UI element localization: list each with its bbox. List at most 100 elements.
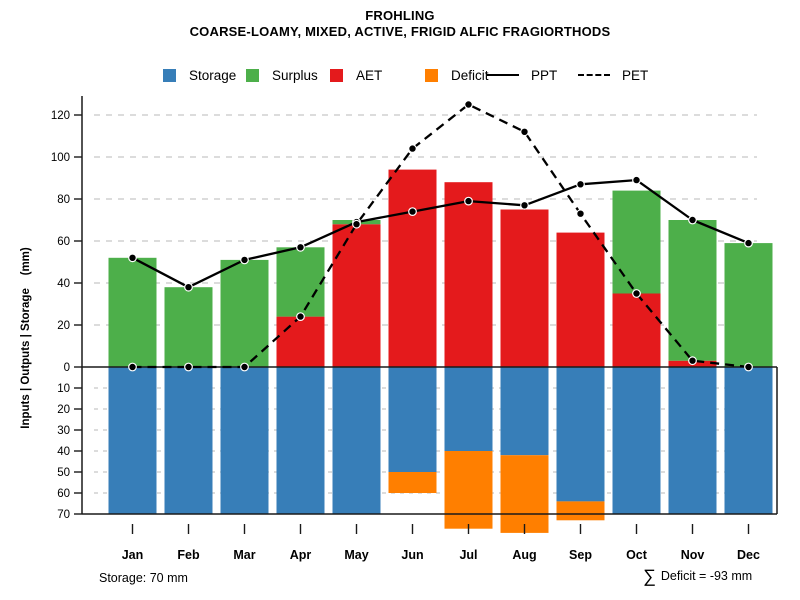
pet-line: [132, 103, 749, 369]
ppt-point-Oct: [632, 175, 641, 185]
month-label-Mar: Mar: [233, 548, 255, 562]
month-label-Apr: Apr: [290, 548, 312, 562]
bar-deficit-Aug: [500, 455, 549, 533]
legend-item-surplus: Surplus: [246, 67, 318, 83]
bar-storage-Sep: [556, 367, 605, 502]
deficit-swatch-icon: [425, 68, 438, 82]
bar-aet-Sep: [556, 232, 605, 367]
pet-point-Mar: [240, 362, 249, 372]
month-label-Jan: Jan: [122, 548, 144, 562]
ppt-point-Jul: [464, 196, 473, 206]
legend-label-aet: AET: [356, 67, 383, 83]
bar-aet-Apr: [276, 316, 325, 367]
storage-swatch-icon: [163, 68, 176, 82]
legend-item-aet: AET: [330, 67, 382, 83]
bar-surplus-Mar: [220, 259, 269, 367]
bar-aet-Jul: [444, 182, 493, 367]
bar-storage-Jan: [108, 367, 157, 514]
y-tick-label-l70: 70: [57, 509, 70, 521]
page-subtitle: COARSE-LOAMY, MIXED, ACTIVE, FRIGID ALFI…: [189, 24, 611, 39]
legend-label-surplus: Surplus: [272, 67, 318, 83]
y-tick-label-u40: 40: [57, 278, 70, 290]
sigma-icon: ∑: [643, 566, 656, 586]
bar-surplus-Oct: [612, 190, 661, 294]
bar-storage-May: [332, 367, 381, 514]
pet-point-Apr: [296, 312, 305, 322]
month-label-Jul: Jul: [459, 548, 477, 562]
pet-point-Sep: [576, 209, 585, 219]
bar-storage-Mar: [220, 367, 269, 514]
legend-label-pet: PET: [622, 67, 649, 83]
month-label-May: May: [344, 548, 368, 562]
solid-line-icon: [487, 74, 519, 76]
deficit-sum-note: ∑ Deficit = -93 mm: [643, 567, 752, 585]
bar-aet-Oct: [612, 293, 661, 367]
y-tick-label-l50: 50: [57, 467, 70, 479]
bar-surplus-Jan: [108, 257, 157, 367]
ppt-point-Feb: [184, 282, 193, 292]
bar-storage-Aug: [500, 367, 549, 456]
ppt-point-Jan: [128, 253, 137, 263]
y-tick-label-l30: 30: [57, 425, 70, 437]
y-tick-label-u0: 0: [64, 362, 70, 374]
bar-deficit-Jul: [444, 451, 493, 529]
pet-point-Aug: [520, 127, 529, 137]
ppt-line: [131, 178, 749, 289]
bar-storage-Feb: [164, 367, 213, 514]
pet-point-Nov: [688, 356, 697, 366]
y-tick-label-u120: 120: [51, 110, 70, 122]
legend-item-ppt: PPT: [487, 67, 557, 83]
pet-point-Jul: [464, 100, 473, 109]
pet-point-Dec: [744, 362, 753, 372]
month-label-Aug: Aug: [512, 548, 536, 562]
ppt-point-Nov: [688, 215, 697, 225]
bar-aet-May: [332, 224, 381, 367]
bar-surplus-Feb: [164, 287, 213, 367]
legend-item-storage: Storage: [163, 67, 236, 83]
month-label-Feb: Feb: [177, 548, 200, 562]
ppt-point-Sep: [576, 179, 585, 189]
month-label-Sep: Sep: [569, 548, 592, 562]
y-tick-label-u100: 100: [51, 152, 70, 164]
ppt-point-Apr: [296, 242, 305, 252]
y-tick-label-l20: 20: [57, 404, 70, 416]
pet-point-Feb: [184, 362, 193, 372]
pet-point-Jan: [128, 362, 137, 372]
ppt-point-Mar: [240, 255, 249, 265]
legend-label-ppt: PPT: [531, 67, 558, 83]
legend-item-deficit: Deficit: [425, 67, 489, 83]
deficit-sum-text: Deficit = -93 mm: [660, 569, 753, 583]
bar-surplus-Apr: [276, 247, 325, 317]
bar-storage-Oct: [612, 367, 661, 514]
y-tick-label-u60: 60: [57, 236, 70, 248]
bar-deficit-Jun: [388, 472, 437, 493]
month-label-Oct: Oct: [626, 548, 648, 562]
bar-storage-Dec: [724, 367, 773, 514]
page-title: FROHLING: [365, 8, 435, 23]
y-tick-label-l40: 40: [57, 446, 70, 458]
bar-surplus-Nov: [668, 220, 717, 361]
y-tick-label-l10: 10: [57, 383, 70, 395]
ppt-point-Aug: [520, 200, 529, 210]
legend-label-deficit: Deficit: [451, 67, 489, 83]
dashed-line-icon: [578, 74, 610, 76]
bar-aet-Jun: [388, 169, 437, 367]
month-label-Nov: Nov: [681, 548, 705, 562]
legend-label-storage: Storage: [189, 67, 237, 83]
y-tick-label-u20: 20: [57, 320, 70, 332]
bar-surplus-Dec: [724, 243, 773, 367]
aet-swatch-icon: [330, 68, 343, 82]
bar-storage-Nov: [668, 367, 717, 514]
pet-point-Jun: [408, 144, 417, 154]
bar-storage-Jul: [444, 367, 493, 451]
month-label-Dec: Dec: [737, 548, 760, 562]
pet-point-Oct: [632, 289, 641, 298]
bar-storage-Apr: [276, 367, 325, 514]
bar-deficit-Sep: [556, 501, 605, 521]
y-tick-label-l60: 60: [57, 488, 70, 500]
legend-item-pet: PET: [578, 67, 648, 83]
y-tick-label-u80: 80: [57, 194, 70, 206]
storage-note: Storage: 70 mm: [99, 571, 188, 585]
bar-aet-Aug: [500, 209, 549, 367]
